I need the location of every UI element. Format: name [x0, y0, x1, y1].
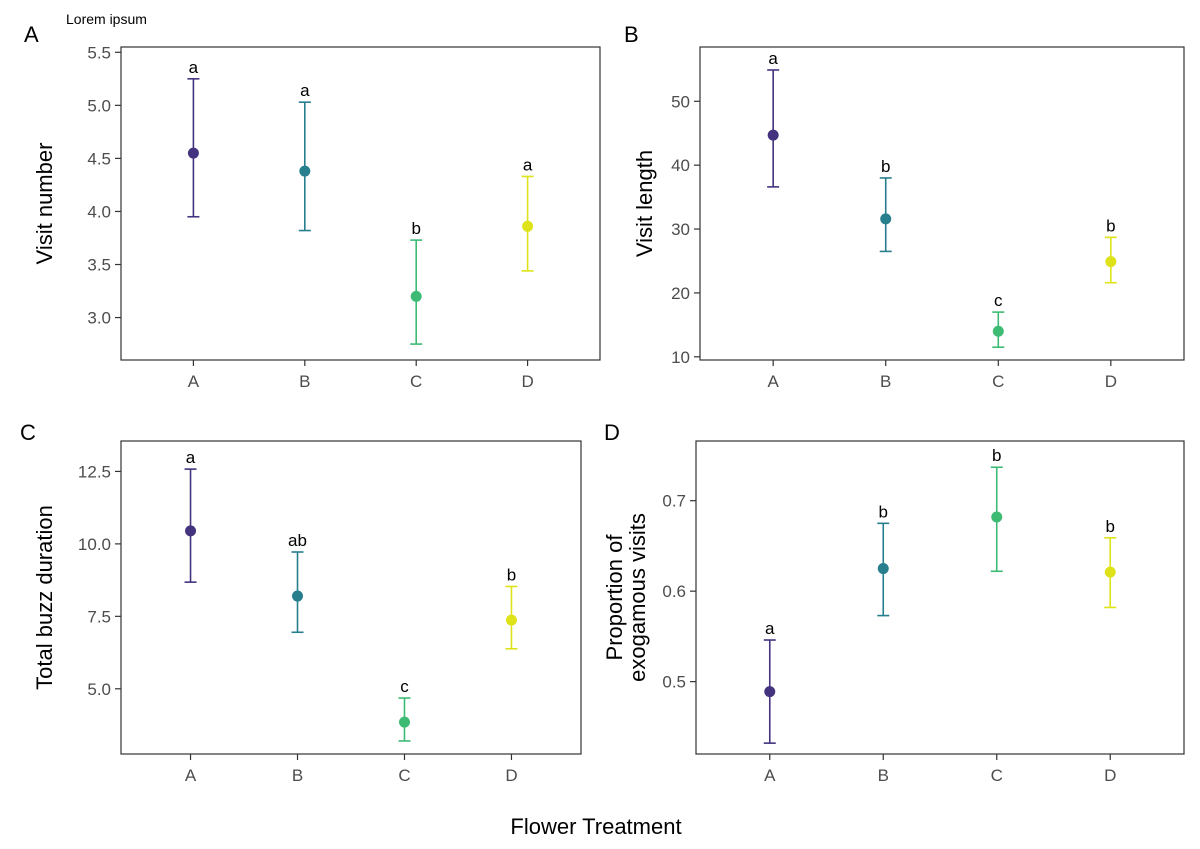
y-tick-label: 0.5 [662, 673, 686, 692]
mean-point [767, 129, 779, 141]
significance-letter: a [300, 81, 310, 100]
y-tick-label: 4.5 [87, 149, 111, 168]
y-tick-label: 20 [671, 284, 690, 303]
y-tick-label: 50 [671, 92, 690, 111]
significance-letter: b [1106, 216, 1115, 235]
mean-point [299, 165, 311, 177]
panel-frame-c [120, 440, 582, 755]
mean-point [522, 220, 534, 232]
panel-d: D 0.5 0.6 0.7 Proportion ofexogamous visits A… [602, 420, 1185, 785]
mean-point [398, 716, 410, 728]
significance-letter: c [994, 291, 1003, 310]
significance-letter: a [768, 49, 778, 68]
x-tick-label: B [299, 372, 310, 391]
significance-letter: a [523, 155, 533, 174]
panel-frame-a [120, 46, 601, 361]
significance-letter: b [879, 502, 888, 521]
significance-letter: b [411, 219, 420, 238]
y-tick-label: 3.0 [87, 309, 111, 328]
significance-letter: b [507, 565, 516, 584]
y-tick-label: 3.5 [87, 256, 111, 275]
figure-caption: Lorem ipsum [66, 11, 147, 27]
x-axis-title: Flower Treatment [510, 814, 681, 839]
panel-letter-a: A [24, 22, 39, 47]
significance-letter: c [400, 677, 409, 696]
y-axis-title-line: Proportion of [602, 534, 627, 661]
mean-point [991, 511, 1003, 523]
y-tick-label: 10 [671, 348, 690, 367]
y-tick-label: 4.0 [87, 202, 111, 221]
significance-letter: a [189, 58, 199, 77]
mean-point [1104, 566, 1116, 578]
mean-point [1105, 256, 1117, 268]
y-axis-title-b: Visit length [632, 150, 657, 257]
y-tick-label: 10.0 [78, 535, 111, 554]
x-tick-label: A [764, 766, 776, 785]
significance-letter: a [186, 448, 196, 467]
x-tick-label: A [188, 372, 200, 391]
x-tick-label: D [521, 372, 533, 391]
y-axis-title-a: Visit number [32, 143, 57, 265]
mean-point [505, 614, 517, 626]
y-tick-label: 0.7 [662, 492, 686, 511]
y-tick-label: 12.5 [78, 462, 111, 481]
y-axis-title-line: Visit length [632, 150, 657, 257]
x-tick-label: C [992, 372, 1004, 391]
x-tick-label: D [505, 766, 517, 785]
mean-point [187, 147, 199, 159]
mean-point [292, 590, 304, 602]
y-tick-label: 5.0 [87, 96, 111, 115]
mean-point [185, 525, 197, 537]
y-axis-title-line: exogamous visits [625, 513, 650, 682]
significance-letter: ab [288, 531, 307, 550]
x-tick-label: C [410, 372, 422, 391]
panel-frame-d [695, 440, 1185, 755]
mean-point [992, 325, 1004, 337]
x-tick-label: B [880, 372, 891, 391]
mean-point [764, 686, 776, 698]
x-tick-label: B [878, 766, 889, 785]
y-axis-title-c: Total buzz duration [32, 505, 57, 690]
x-tick-label: D [1105, 372, 1117, 391]
mean-point [410, 290, 422, 302]
panel-b: B 10 20 30 40 50 Visit length Aa Bb Cc Db [624, 22, 1185, 391]
y-axis-title-line: Total buzz duration [32, 505, 57, 690]
x-tick-label: D [1104, 766, 1116, 785]
panel-letter-b: B [624, 22, 639, 47]
significance-letter: b [992, 446, 1001, 465]
panel-a: A 3.0 3.5 4.0 4.5 5.0 5.5 Visit number Aa Ba Cb Da [24, 22, 601, 391]
significance-letter: b [881, 157, 890, 176]
x-tick-label: C [991, 766, 1003, 785]
panel-c: C 5.0 7.5 10.0 12.5 Total buzz duration Aa Bab C… [20, 420, 582, 785]
mean-point [880, 213, 892, 225]
y-axis-title-line: Visit number [32, 143, 57, 265]
significance-letter: a [765, 619, 775, 638]
y-tick-label: 40 [671, 156, 690, 175]
y-tick-label: 0.6 [662, 582, 686, 601]
significance-letter: b [1105, 517, 1114, 536]
panel-letter-d: D [604, 420, 620, 445]
mean-point [877, 563, 889, 575]
x-tick-label: B [292, 766, 303, 785]
y-axis-title-d: Proportion ofexogamous visits [602, 513, 650, 682]
y-tick-label: 30 [671, 220, 690, 239]
x-tick-label: C [398, 766, 410, 785]
x-tick-label: A [185, 766, 197, 785]
x-tick-label: A [767, 372, 779, 391]
y-tick-label: 7.5 [87, 607, 111, 626]
panel-letter-c: C [20, 420, 36, 445]
y-tick-label: 5.0 [87, 680, 111, 699]
panel-frame-b [699, 46, 1185, 361]
y-tick-label: 5.5 [87, 43, 111, 62]
